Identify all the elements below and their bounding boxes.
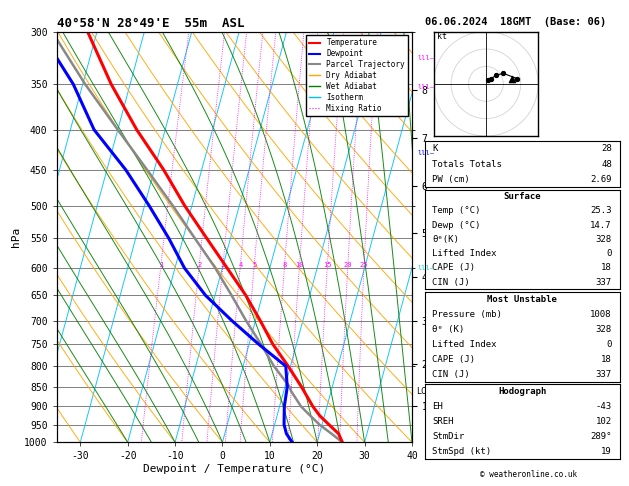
Point bbox=[512, 75, 522, 83]
Text: EH: EH bbox=[432, 402, 443, 411]
Point bbox=[491, 71, 501, 79]
Text: Pressure (mb): Pressure (mb) bbox=[432, 310, 502, 319]
Text: lll—: lll— bbox=[417, 265, 434, 271]
Text: kt: kt bbox=[437, 32, 447, 40]
Text: θᵉ (K): θᵉ (K) bbox=[432, 325, 465, 333]
Text: © weatheronline.co.uk: © weatheronline.co.uk bbox=[480, 469, 577, 479]
Text: Lifted Index: Lifted Index bbox=[432, 340, 497, 348]
Point bbox=[498, 69, 508, 77]
Text: 15: 15 bbox=[323, 262, 331, 268]
Text: Lifted Index: Lifted Index bbox=[432, 249, 497, 258]
Text: 18: 18 bbox=[601, 263, 612, 272]
Text: Dewp (°C): Dewp (°C) bbox=[432, 221, 481, 229]
Text: 40°58'N 28°49'E  55m  ASL: 40°58'N 28°49'E 55m ASL bbox=[57, 17, 244, 31]
Text: 48: 48 bbox=[601, 159, 612, 169]
Text: 1008: 1008 bbox=[590, 310, 612, 319]
Text: LCL: LCL bbox=[416, 387, 431, 396]
Text: CIN (J): CIN (J) bbox=[432, 278, 470, 287]
Text: StmSpd (kt): StmSpd (kt) bbox=[432, 447, 491, 456]
Text: 25.3: 25.3 bbox=[590, 207, 612, 215]
Text: 3: 3 bbox=[221, 262, 225, 268]
Text: StmDir: StmDir bbox=[432, 432, 465, 441]
Text: 14.7: 14.7 bbox=[590, 221, 612, 229]
Text: 1: 1 bbox=[159, 262, 163, 268]
Text: CIN (J): CIN (J) bbox=[432, 369, 470, 379]
Text: Totals Totals: Totals Totals bbox=[432, 159, 502, 169]
Text: 8: 8 bbox=[282, 262, 287, 268]
Text: 19: 19 bbox=[601, 447, 612, 456]
Text: SREH: SREH bbox=[432, 417, 454, 426]
Text: 25: 25 bbox=[360, 262, 369, 268]
Text: 2: 2 bbox=[197, 262, 201, 268]
Text: 0: 0 bbox=[606, 340, 612, 348]
Text: lll—: lll— bbox=[417, 84, 434, 90]
Y-axis label: km
ASL: km ASL bbox=[434, 218, 449, 237]
Text: Temp (°C): Temp (°C) bbox=[432, 207, 481, 215]
Y-axis label: hPa: hPa bbox=[11, 227, 21, 247]
X-axis label: Dewpoint / Temperature (°C): Dewpoint / Temperature (°C) bbox=[143, 464, 325, 474]
Text: 28: 28 bbox=[601, 144, 612, 153]
Text: 4: 4 bbox=[238, 262, 242, 268]
Text: 10: 10 bbox=[295, 262, 304, 268]
Text: 5: 5 bbox=[252, 262, 257, 268]
Text: 2.69: 2.69 bbox=[590, 175, 612, 184]
Legend: Temperature, Dewpoint, Parcel Trajectory, Dry Adiabat, Wet Adiabat, Isotherm, Mi: Temperature, Dewpoint, Parcel Trajectory… bbox=[306, 35, 408, 116]
Point bbox=[482, 76, 493, 84]
Text: 0: 0 bbox=[606, 249, 612, 258]
Text: 06.06.2024  18GMT  (Base: 06): 06.06.2024 18GMT (Base: 06) bbox=[425, 17, 606, 27]
Text: lll—: lll— bbox=[417, 55, 434, 61]
Text: K: K bbox=[432, 144, 438, 153]
Point bbox=[507, 75, 517, 83]
Text: CAPE (J): CAPE (J) bbox=[432, 354, 476, 364]
Text: 337: 337 bbox=[596, 278, 612, 287]
Point bbox=[486, 75, 496, 83]
Text: Most Unstable: Most Unstable bbox=[487, 295, 557, 304]
Text: 337: 337 bbox=[596, 369, 612, 379]
Text: -43: -43 bbox=[596, 402, 612, 411]
Text: θᵉ(K): θᵉ(K) bbox=[432, 235, 459, 244]
Text: Surface: Surface bbox=[503, 192, 541, 201]
Text: 18: 18 bbox=[601, 354, 612, 364]
Text: Hodograph: Hodograph bbox=[498, 387, 546, 396]
Text: lll—: lll— bbox=[417, 150, 434, 156]
Text: 328: 328 bbox=[596, 235, 612, 244]
Text: 102: 102 bbox=[596, 417, 612, 426]
Text: CAPE (J): CAPE (J) bbox=[432, 263, 476, 272]
Text: 328: 328 bbox=[596, 325, 612, 333]
Text: PW (cm): PW (cm) bbox=[432, 175, 470, 184]
Text: 289°: 289° bbox=[590, 432, 612, 441]
Text: 20: 20 bbox=[343, 262, 352, 268]
